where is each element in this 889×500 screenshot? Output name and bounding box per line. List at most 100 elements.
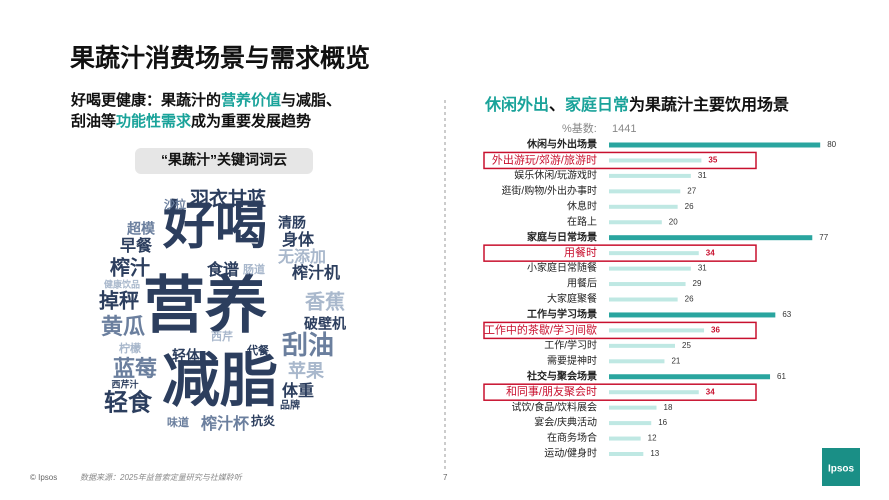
chart-title: 休闲外出、家庭日常为果蔬汁主要饮用场景	[484, 95, 789, 114]
y-tick-label: 用餐时	[564, 245, 597, 259]
cloud-word: 掉秤	[99, 288, 139, 312]
value-label: 26	[685, 202, 694, 211]
y-tick-label: 休闲与外出场景	[526, 138, 597, 151]
cloud-label-box	[135, 148, 313, 174]
value-label: 29	[693, 279, 702, 288]
bar	[609, 359, 665, 364]
value-label: 36	[711, 326, 720, 335]
cloud-word: 轻体	[172, 348, 201, 364]
value-label: 35	[708, 156, 717, 165]
bar	[609, 343, 675, 348]
bar	[609, 220, 662, 225]
slide-title: 果蔬汁消费场景与需求概览	[70, 45, 370, 73]
y-tick-label: 工作中的茶歇/学习间歇	[484, 322, 597, 336]
y-tick-label: 用餐后	[567, 277, 597, 290]
y-tick-label: 试饮/食品/饮料展会	[511, 400, 597, 413]
cloud-word: 减脂	[162, 348, 278, 413]
bar	[609, 297, 678, 302]
cloud-word: 榨汁	[110, 255, 150, 279]
headline-part: 与减脂、	[281, 92, 342, 109]
title-part: 为果蔬汁主要饮用场景	[629, 95, 789, 114]
headline-part: 营养价值	[221, 92, 282, 109]
value-label: 16	[658, 418, 667, 427]
bar	[609, 405, 657, 410]
cloud-word: 轻食	[104, 388, 153, 416]
cloud-word: 清肠	[278, 215, 306, 231]
y-tick-label: 和同事/朋友聚会时	[506, 384, 597, 398]
value-label: 63	[782, 310, 791, 319]
value-label: 26	[685, 295, 694, 304]
y-tick-label: 运动/健身时	[544, 447, 597, 460]
cloud-word: 身体	[282, 230, 315, 249]
cloud-word: 榨汁机	[292, 263, 340, 282]
title-part: 休闲外出	[484, 95, 549, 114]
bar	[609, 251, 699, 256]
value-label: 18	[664, 403, 673, 412]
value-label: 34	[706, 387, 715, 396]
cloud-word: 苹果	[288, 360, 325, 381]
cloud-word: 营养	[143, 271, 267, 340]
highlight-box	[483, 383, 757, 401]
base-label: %基数:	[562, 122, 597, 135]
value-label: 34	[706, 248, 715, 257]
value-label: 27	[687, 186, 696, 195]
cloud-word: 羽衣甘蓝	[190, 187, 266, 210]
cloud-word: 好喝	[162, 198, 267, 256]
copyright: © Ipsos	[30, 473, 57, 482]
y-tick-label: 外出游玩/郊游/旅游时	[492, 152, 597, 166]
bar	[609, 189, 681, 194]
highlight-box	[483, 151, 757, 170]
y-tick-label: 娱乐休闲/玩游戏时	[514, 169, 597, 182]
cloud-word: 无添加	[277, 247, 326, 266]
cloud-word: 破壁机	[304, 316, 346, 332]
cloud-word: 代餐	[246, 343, 270, 357]
source: 数据来源：2025年益普索定量研究与社媒聆听	[80, 473, 243, 482]
bar	[609, 282, 686, 287]
cloud-word: 蓝莓	[113, 356, 157, 381]
value-label: 31	[698, 171, 707, 180]
logo: Ipsos	[828, 464, 855, 475]
bar	[609, 390, 699, 395]
cloud-word: 抗炎	[251, 413, 275, 428]
headline: 好喝更健康：果蔬汁的营养价值与减脂、 刮油等功能性需求成为重要发展趋势	[71, 90, 341, 132]
y-tick-label: 工作/学习时	[544, 338, 597, 351]
headline-part: 刮油等	[71, 113, 117, 130]
cloud-word: 食谱	[206, 260, 239, 279]
y-tick-label: 休息时	[567, 199, 597, 212]
cloud-word: 柠檬	[119, 341, 141, 355]
headline-part: 好喝更健康：果蔬汁的	[71, 92, 222, 109]
page-number: 7	[443, 473, 448, 482]
y-tick-label: 在商务场合	[547, 431, 597, 444]
bar	[609, 158, 702, 163]
cloud-word: 刮油	[282, 330, 334, 360]
cloud-word: 健康饮品	[104, 278, 140, 289]
y-tick-label: 家庭与日常场景	[527, 230, 597, 243]
y-tick-label: 工作与学习场景	[527, 308, 597, 321]
cloud-label: “果蔬汁”关键词词云	[161, 152, 287, 168]
bar	[609, 173, 691, 178]
y-tick-label: 大家庭聚餐	[547, 292, 597, 305]
value-label: 12	[648, 434, 657, 443]
bar	[609, 312, 776, 318]
bar	[609, 436, 641, 441]
value-label: 13	[650, 449, 659, 458]
highlight-box	[483, 244, 757, 262]
cloud-word: 香蕉	[305, 289, 345, 313]
cloud-word: 味道	[167, 415, 189, 429]
cloud-word: 肠道	[243, 262, 265, 276]
bar	[609, 266, 691, 271]
y-tick-label: 在路上	[567, 215, 597, 228]
cloud-word: 黄瓜	[101, 314, 145, 339]
value-label: 20	[669, 217, 678, 226]
value-label: 61	[777, 372, 786, 381]
cloud-word: 早餐	[120, 236, 153, 255]
bar	[609, 421, 652, 426]
cloud-word: 体重	[282, 381, 314, 400]
logo-box	[822, 448, 860, 486]
value-label: 25	[682, 341, 691, 350]
y-tick-label: 逛街/购物/外出办事时	[501, 184, 597, 197]
highlight-box	[483, 321, 757, 340]
y-tick-label: 宴会/庆典活动	[534, 416, 597, 429]
